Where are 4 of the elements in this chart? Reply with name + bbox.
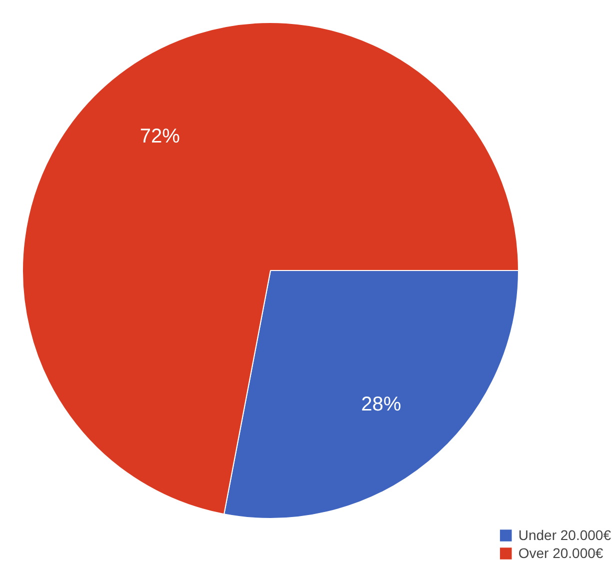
legend-label: Under 20.000€: [518, 527, 611, 543]
legend-label: Over 20.000€: [518, 545, 604, 561]
data-label: 72%: [140, 126, 180, 148]
data-label: 28%: [361, 393, 402, 416]
